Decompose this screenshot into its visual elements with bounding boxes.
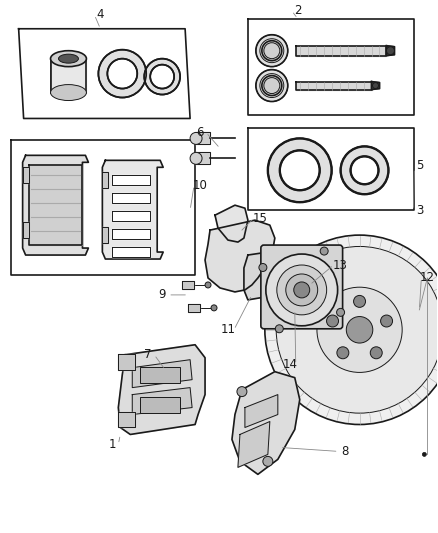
Polygon shape bbox=[245, 394, 278, 427]
Polygon shape bbox=[118, 345, 205, 434]
Polygon shape bbox=[23, 222, 28, 238]
Circle shape bbox=[350, 156, 378, 184]
Circle shape bbox=[256, 70, 288, 101]
Polygon shape bbox=[296, 82, 371, 90]
Polygon shape bbox=[248, 19, 414, 116]
Polygon shape bbox=[188, 304, 200, 312]
Polygon shape bbox=[244, 248, 300, 300]
Polygon shape bbox=[215, 205, 248, 242]
Polygon shape bbox=[23, 167, 28, 183]
Circle shape bbox=[205, 282, 211, 288]
Polygon shape bbox=[238, 422, 270, 467]
Circle shape bbox=[327, 315, 339, 327]
Ellipse shape bbox=[50, 85, 86, 101]
Text: 15: 15 bbox=[252, 212, 267, 224]
Circle shape bbox=[107, 59, 137, 88]
Polygon shape bbox=[102, 172, 108, 188]
Circle shape bbox=[256, 35, 288, 67]
Circle shape bbox=[381, 315, 392, 327]
Polygon shape bbox=[19, 29, 190, 118]
Polygon shape bbox=[205, 220, 275, 292]
Ellipse shape bbox=[59, 54, 78, 63]
Text: 7: 7 bbox=[145, 348, 152, 361]
Text: 1: 1 bbox=[109, 438, 116, 451]
Polygon shape bbox=[23, 155, 88, 255]
Polygon shape bbox=[118, 354, 135, 370]
Text: 2: 2 bbox=[294, 4, 301, 17]
Circle shape bbox=[422, 453, 426, 456]
Bar bbox=[140, 397, 180, 413]
Circle shape bbox=[372, 83, 378, 88]
Polygon shape bbox=[386, 46, 395, 55]
Ellipse shape bbox=[50, 51, 86, 67]
Text: 11: 11 bbox=[220, 324, 236, 336]
Polygon shape bbox=[182, 281, 194, 289]
Circle shape bbox=[276, 246, 438, 413]
Circle shape bbox=[144, 59, 180, 94]
Circle shape bbox=[262, 76, 282, 95]
Polygon shape bbox=[50, 59, 86, 93]
Circle shape bbox=[277, 265, 327, 315]
Polygon shape bbox=[132, 387, 192, 415]
Text: 8: 8 bbox=[341, 445, 348, 458]
Circle shape bbox=[280, 150, 320, 190]
Circle shape bbox=[190, 152, 202, 164]
Circle shape bbox=[386, 47, 395, 55]
Polygon shape bbox=[112, 193, 150, 203]
Text: 14: 14 bbox=[282, 358, 297, 371]
Circle shape bbox=[263, 456, 273, 466]
Text: 5: 5 bbox=[416, 159, 423, 172]
Polygon shape bbox=[232, 372, 300, 474]
Circle shape bbox=[268, 139, 332, 202]
Polygon shape bbox=[118, 411, 135, 427]
Circle shape bbox=[337, 347, 349, 359]
Polygon shape bbox=[112, 247, 150, 257]
Circle shape bbox=[99, 50, 146, 98]
Circle shape bbox=[353, 295, 366, 308]
Polygon shape bbox=[11, 140, 195, 275]
Text: 6: 6 bbox=[196, 126, 204, 139]
Polygon shape bbox=[102, 160, 163, 259]
Circle shape bbox=[150, 64, 174, 88]
Polygon shape bbox=[112, 229, 150, 239]
Text: 13: 13 bbox=[332, 259, 347, 271]
Circle shape bbox=[259, 263, 267, 271]
Polygon shape bbox=[112, 175, 150, 185]
Polygon shape bbox=[28, 165, 82, 245]
Polygon shape bbox=[132, 360, 192, 387]
Circle shape bbox=[276, 325, 283, 333]
Text: 9: 9 bbox=[159, 288, 166, 301]
FancyBboxPatch shape bbox=[261, 245, 343, 329]
Circle shape bbox=[317, 287, 402, 373]
Polygon shape bbox=[248, 128, 414, 210]
Circle shape bbox=[341, 147, 389, 194]
Polygon shape bbox=[112, 211, 150, 221]
Text: 3: 3 bbox=[416, 204, 423, 217]
Circle shape bbox=[190, 132, 202, 144]
Bar bbox=[140, 367, 180, 383]
Polygon shape bbox=[296, 46, 386, 55]
Text: 12: 12 bbox=[420, 271, 435, 285]
Circle shape bbox=[320, 247, 328, 255]
Circle shape bbox=[266, 254, 338, 326]
Text: 10: 10 bbox=[193, 179, 208, 192]
Text: 4: 4 bbox=[97, 9, 104, 21]
Circle shape bbox=[265, 235, 438, 424]
Polygon shape bbox=[195, 152, 210, 164]
Polygon shape bbox=[102, 227, 108, 243]
Circle shape bbox=[211, 305, 217, 311]
Polygon shape bbox=[371, 82, 379, 90]
Circle shape bbox=[262, 41, 282, 61]
Circle shape bbox=[294, 282, 310, 298]
Circle shape bbox=[370, 347, 382, 359]
Circle shape bbox=[237, 386, 247, 397]
Circle shape bbox=[336, 309, 345, 317]
Circle shape bbox=[286, 274, 318, 306]
Circle shape bbox=[346, 317, 373, 343]
Polygon shape bbox=[195, 132, 210, 144]
